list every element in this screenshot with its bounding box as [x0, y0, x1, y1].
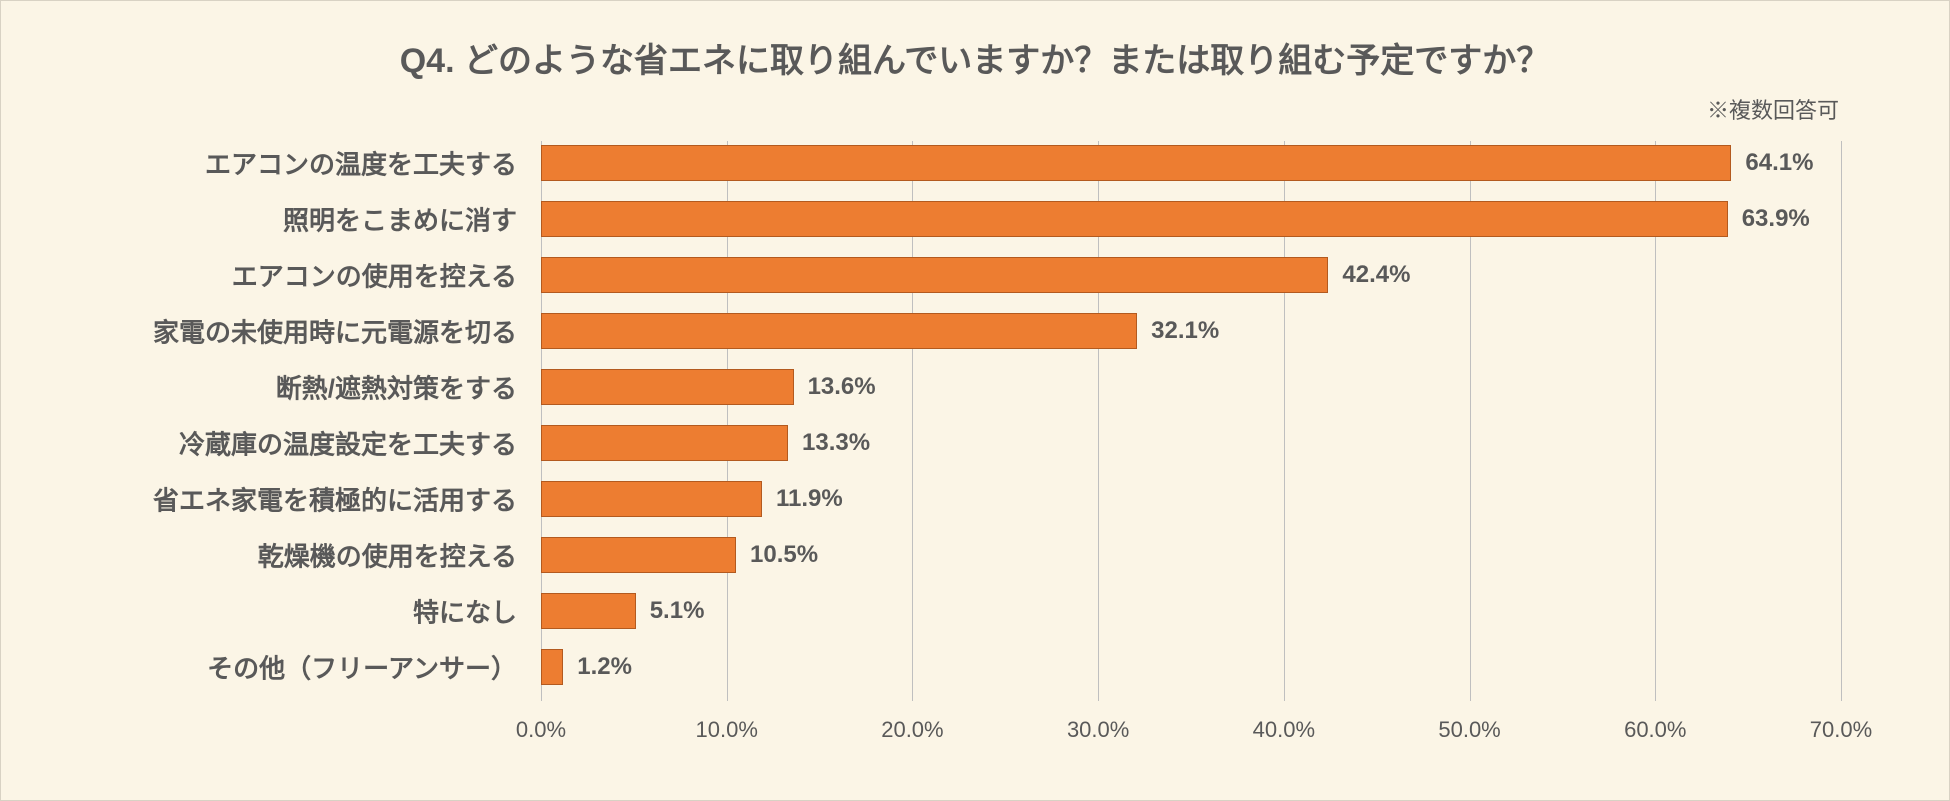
bar-value-label: 10.5% [750, 541, 818, 569]
category-label: 特になし [17, 593, 517, 630]
bar [541, 481, 762, 517]
x-tick-label: 0.0% [516, 717, 566, 743]
bar [541, 593, 636, 629]
category-label: その他（フリーアンサー） [17, 649, 517, 686]
bar [541, 201, 1728, 237]
bar-row: 5.1% [541, 593, 1841, 629]
bar [541, 537, 736, 573]
bar-row: 1.2% [541, 649, 1841, 685]
category-label: 冷蔵庫の温度設定を工夫する [17, 425, 517, 462]
category-label: 照明をこまめに消す [17, 201, 517, 238]
chart-subtitle: ※複数回答可 [1707, 93, 1839, 125]
x-tick-label: 20.0% [881, 717, 943, 743]
category-label: 乾燥機の使用を控える [17, 537, 517, 574]
bar-row: 10.5% [541, 537, 1841, 573]
x-tick-label: 60.0% [1624, 717, 1686, 743]
bar-value-label: 32.1% [1151, 317, 1219, 345]
bar-row: 64.1% [541, 145, 1841, 181]
bar-value-label: 63.9% [1742, 205, 1810, 233]
plot-area: 0.0%10.0%20.0%30.0%40.0%50.0%60.0%70.0%6… [541, 141, 1841, 701]
category-label: 断熱/遮熱対策をする [17, 369, 517, 406]
bar-row: 42.4% [541, 257, 1841, 293]
bar-value-label: 5.1% [650, 597, 705, 625]
x-tick-label: 70.0% [1810, 717, 1872, 743]
bar-row: 63.9% [541, 201, 1841, 237]
category-label: エアコンの温度を工夫する [17, 145, 517, 182]
bar [541, 257, 1328, 293]
x-tick-label: 50.0% [1438, 717, 1500, 743]
chart-title: Q4. どのような省エネに取り組んでいますか？または取り組む予定ですか？ [1, 33, 1949, 82]
bar [541, 369, 794, 405]
x-tick-label: 10.0% [696, 717, 758, 743]
bar [541, 313, 1137, 349]
bar-row: 13.3% [541, 425, 1841, 461]
x-gridline [1841, 141, 1842, 701]
bar-value-label: 13.3% [802, 429, 870, 457]
chart-frame: Q4. どのような省エネに取り組んでいますか？または取り組む予定ですか？ ※複数… [0, 0, 1950, 801]
category-label: 家電の未使用時に元電源を切る [17, 313, 517, 350]
bar [541, 649, 563, 685]
category-label: 省エネ家電を積極的に活用する [17, 481, 517, 518]
bar [541, 145, 1731, 181]
bar-value-label: 11.9% [776, 485, 843, 513]
bar-row: 11.9% [541, 481, 1841, 517]
bar-value-label: 42.4% [1342, 261, 1410, 289]
bar-value-label: 13.6% [808, 373, 876, 401]
bar-value-label: 1.2% [577, 653, 632, 681]
x-tick-label: 40.0% [1253, 717, 1315, 743]
bar-value-label: 64.1% [1745, 149, 1813, 177]
bar [541, 425, 788, 461]
bar-row: 32.1% [541, 313, 1841, 349]
x-tick-label: 30.0% [1067, 717, 1129, 743]
category-label: エアコンの使用を控える [17, 257, 517, 294]
bar-row: 13.6% [541, 369, 1841, 405]
